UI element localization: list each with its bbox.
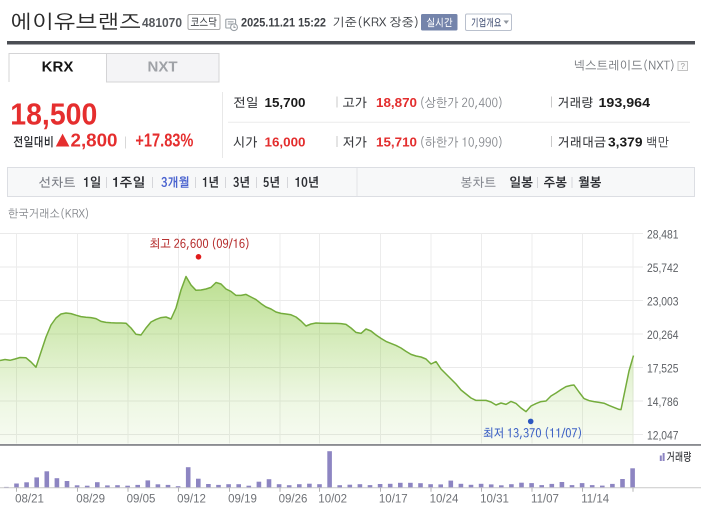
svg-text:14,786: 14,786 [647, 397, 679, 409]
svg-text:2025.11.21 15:22: 2025.11.21 15:22 [241, 15, 326, 29]
svg-text:15,710: 15,710 [376, 135, 417, 150]
svg-text:28,481: 28,481 [647, 230, 679, 242]
svg-text:10/17: 10/17 [379, 494, 408, 506]
svg-text:08/29: 08/29 [76, 494, 105, 506]
svg-text:16,000: 16,000 [265, 135, 306, 150]
svg-text:+17.83%: +17.83% [135, 131, 193, 151]
svg-text:09/12: 09/12 [177, 494, 206, 506]
svg-text:10/24: 10/24 [430, 494, 459, 506]
svg-text:18,500: 18,500 [10, 97, 97, 132]
svg-text:3,379: 3,379 [608, 135, 643, 150]
svg-text:10/31: 10/31 [480, 494, 509, 506]
svg-text:15,700: 15,700 [265, 95, 306, 110]
svg-text:11/14: 11/14 [581, 494, 610, 506]
svg-text:NXT: NXT [148, 59, 178, 76]
svg-text:09/19: 09/19 [228, 494, 257, 506]
svg-text:09/05: 09/05 [127, 494, 156, 506]
svg-text:481070: 481070 [142, 15, 182, 30]
svg-text:18,870: 18,870 [376, 95, 417, 110]
svg-text:12,047: 12,047 [647, 431, 679, 443]
svg-text:20,264: 20,264 [647, 330, 679, 342]
svg-text:?: ? [680, 62, 685, 71]
svg-text:23,003: 23,003 [647, 297, 679, 309]
svg-text:193,964: 193,964 [599, 95, 651, 110]
svg-text:11/07: 11/07 [531, 494, 559, 506]
svg-text:KRX: KRX [42, 59, 74, 76]
svg-text:17,525: 17,525 [647, 364, 679, 376]
svg-text:08/21: 08/21 [15, 494, 44, 506]
svg-text:25,742: 25,742 [647, 263, 679, 275]
svg-text:09/26: 09/26 [279, 494, 308, 506]
svg-text:2,800: 2,800 [71, 131, 118, 151]
svg-text:10/02: 10/02 [318, 494, 347, 506]
